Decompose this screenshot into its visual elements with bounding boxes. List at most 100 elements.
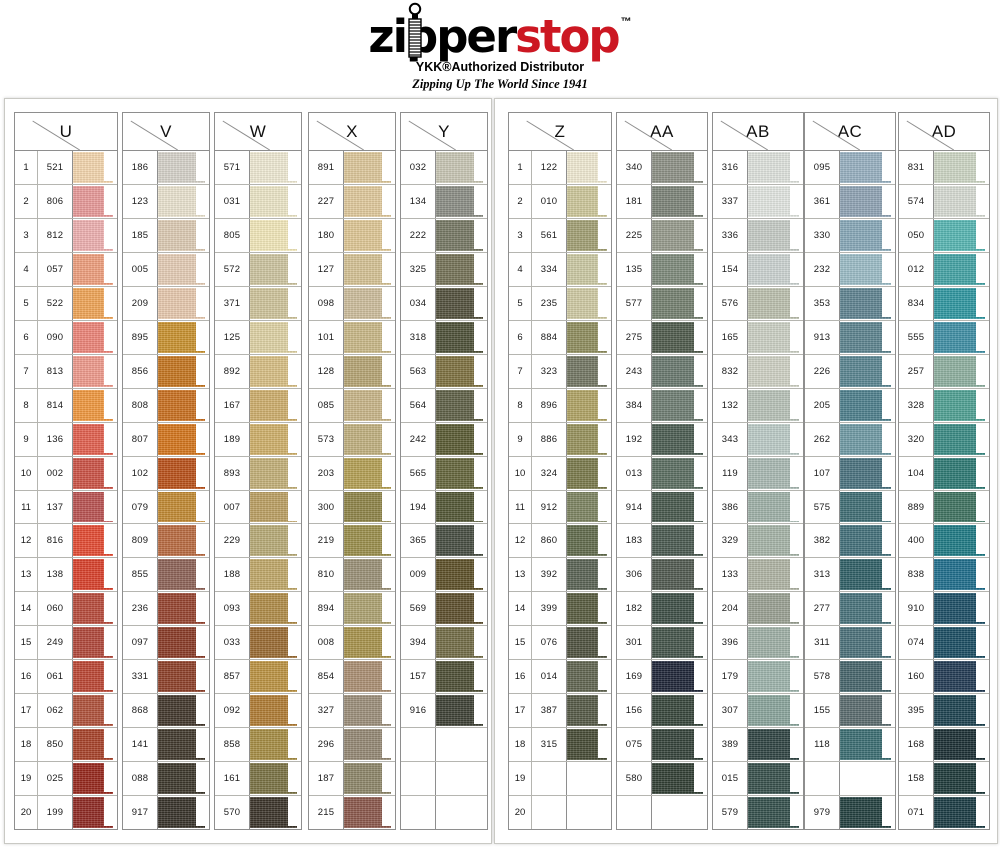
table-row[interactable] bbox=[805, 762, 895, 797]
table-row[interactable]: 127 bbox=[309, 252, 395, 287]
color-swatch[interactable] bbox=[250, 728, 297, 762]
table-row[interactable]: 316 bbox=[713, 151, 803, 185]
color-swatch[interactable] bbox=[934, 728, 985, 762]
table-row[interactable]: 179 bbox=[713, 660, 803, 695]
table-row[interactable]: 185 bbox=[123, 218, 209, 253]
color-swatch[interactable] bbox=[250, 354, 297, 388]
color-swatch[interactable] bbox=[436, 456, 483, 490]
table-row[interactable]: 229 bbox=[215, 524, 301, 559]
table-row[interactable]: 858 bbox=[215, 728, 301, 763]
table-row[interactable]: 135 bbox=[617, 252, 707, 287]
color-swatch[interactable] bbox=[344, 694, 391, 728]
table-row[interactable]: 9 136 bbox=[15, 422, 117, 457]
table-row[interactable]: 168 bbox=[899, 728, 989, 763]
table-row[interactable]: 155 bbox=[805, 694, 895, 729]
color-swatch[interactable] bbox=[158, 151, 205, 184]
color-swatch[interactable] bbox=[344, 218, 391, 252]
color-swatch[interactable] bbox=[250, 694, 297, 728]
table-row[interactable]: 394 bbox=[401, 626, 487, 661]
color-swatch[interactable] bbox=[436, 592, 483, 626]
table-row[interactable]: 365 bbox=[401, 524, 487, 559]
color-swatch[interactable] bbox=[73, 762, 113, 796]
color-swatch[interactable] bbox=[436, 218, 483, 252]
table-row[interactable]: 306 bbox=[617, 558, 707, 593]
color-swatch[interactable] bbox=[748, 762, 799, 796]
color-swatch[interactable] bbox=[344, 456, 391, 490]
color-swatch[interactable] bbox=[652, 151, 703, 184]
color-swatch[interactable] bbox=[250, 388, 297, 422]
table-row[interactable] bbox=[401, 762, 487, 797]
table-row[interactable]: 101 bbox=[309, 320, 395, 355]
table-row[interactable]: 20 199 bbox=[15, 796, 117, 830]
table-row[interactable] bbox=[401, 796, 487, 830]
table-row[interactable]: 118 bbox=[805, 728, 895, 763]
color-swatch[interactable] bbox=[158, 558, 205, 592]
color-swatch[interactable] bbox=[158, 694, 205, 728]
color-swatch[interactable] bbox=[652, 354, 703, 388]
table-row[interactable]: 838 bbox=[899, 558, 989, 593]
table-row[interactable]: 242 bbox=[401, 422, 487, 457]
color-swatch[interactable] bbox=[748, 796, 799, 830]
table-row[interactable]: 13 138 bbox=[15, 558, 117, 593]
color-swatch[interactable] bbox=[934, 422, 985, 456]
color-swatch[interactable] bbox=[840, 456, 891, 490]
color-swatch[interactable] bbox=[250, 626, 297, 660]
table-row[interactable]: 396 bbox=[713, 626, 803, 661]
color-swatch[interactable] bbox=[748, 456, 799, 490]
color-swatch[interactable] bbox=[934, 626, 985, 660]
color-swatch[interactable] bbox=[748, 218, 799, 252]
color-swatch[interactable] bbox=[652, 218, 703, 252]
table-row[interactable]: 050 bbox=[899, 218, 989, 253]
color-swatch[interactable] bbox=[73, 558, 113, 592]
color-swatch[interactable] bbox=[748, 286, 799, 320]
table-row[interactable]: 075 bbox=[617, 728, 707, 763]
table-row[interactable]: 192 bbox=[617, 422, 707, 457]
table-row[interactable]: 555 bbox=[899, 320, 989, 355]
color-swatch[interactable] bbox=[934, 694, 985, 728]
table-row[interactable]: 209 bbox=[123, 286, 209, 321]
table-row[interactable]: 123 bbox=[123, 184, 209, 219]
table-row[interactable]: 14 060 bbox=[15, 592, 117, 627]
table-row[interactable]: 577 bbox=[617, 286, 707, 321]
table-row[interactable]: 7 813 bbox=[15, 354, 117, 389]
color-swatch[interactable] bbox=[158, 524, 205, 558]
table-row[interactable]: 8 896 bbox=[509, 388, 611, 423]
table-row[interactable]: 854 bbox=[309, 660, 395, 695]
table-row[interactable]: 107 bbox=[805, 456, 895, 491]
table-row[interactable]: 914 bbox=[617, 490, 707, 525]
color-swatch[interactable] bbox=[840, 728, 891, 762]
table-row[interactable]: 571 bbox=[215, 151, 301, 185]
table-row[interactable]: 386 bbox=[713, 490, 803, 525]
table-row[interactable]: 575 bbox=[805, 490, 895, 525]
color-swatch[interactable] bbox=[158, 660, 205, 694]
color-swatch[interactable] bbox=[652, 456, 703, 490]
table-row[interactable]: 10 324 bbox=[509, 456, 611, 491]
color-swatch[interactable] bbox=[567, 660, 607, 694]
table-row[interactable]: 328 bbox=[899, 388, 989, 423]
color-swatch[interactable] bbox=[840, 524, 891, 558]
table-row[interactable]: 074 bbox=[899, 626, 989, 661]
table-row[interactable]: 104 bbox=[899, 456, 989, 491]
color-swatch[interactable] bbox=[652, 592, 703, 626]
color-swatch[interactable] bbox=[567, 354, 607, 388]
table-row[interactable]: 225 bbox=[617, 218, 707, 253]
table-row[interactable]: 810 bbox=[309, 558, 395, 593]
table-row[interactable]: 095 bbox=[805, 151, 895, 185]
table-row[interactable]: 389 bbox=[713, 728, 803, 763]
table-row[interactable]: 329 bbox=[713, 524, 803, 559]
color-swatch[interactable] bbox=[250, 252, 297, 286]
table-row[interactable]: 320 bbox=[899, 422, 989, 457]
color-swatch[interactable] bbox=[840, 320, 891, 354]
table-row[interactable]: 330 bbox=[805, 218, 895, 253]
table-row[interactable]: 892 bbox=[215, 354, 301, 389]
color-swatch[interactable] bbox=[934, 796, 985, 830]
table-row[interactable]: 15 249 bbox=[15, 626, 117, 661]
table-row[interactable]: 161 bbox=[215, 762, 301, 797]
table-row[interactable]: 5 522 bbox=[15, 286, 117, 321]
table-row[interactable]: 18 850 bbox=[15, 728, 117, 763]
color-swatch[interactable] bbox=[567, 422, 607, 456]
color-swatch[interactable] bbox=[250, 660, 297, 694]
color-swatch[interactable] bbox=[840, 694, 891, 728]
color-swatch[interactable] bbox=[840, 796, 891, 830]
table-row[interactable]: 382 bbox=[805, 524, 895, 559]
